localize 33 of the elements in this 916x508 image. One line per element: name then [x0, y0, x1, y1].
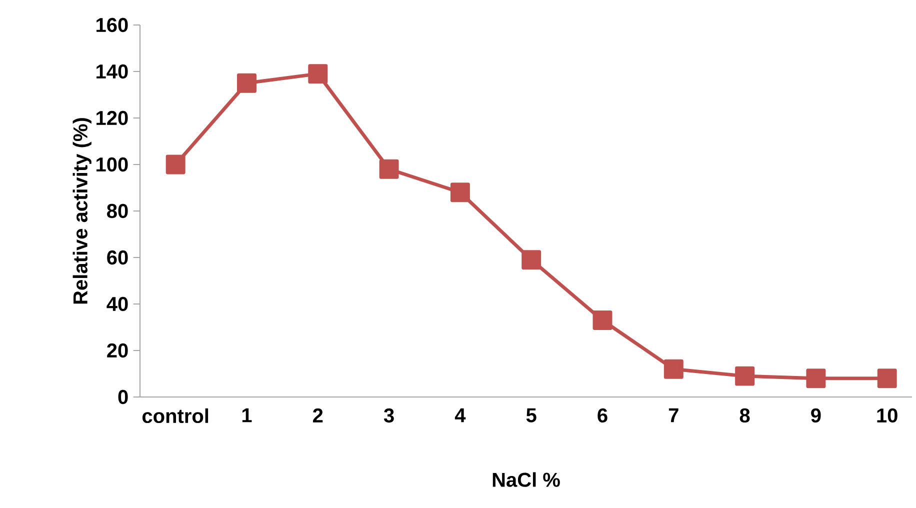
point: [806, 368, 826, 388]
y-tick-label: 60: [107, 250, 128, 265]
point: [735, 366, 755, 386]
y-tick-label: 80: [107, 204, 128, 218]
point: [877, 368, 897, 388]
point: [308, 64, 328, 84]
x-tick-label: 7: [668, 408, 678, 422]
y-tick-label: 0: [118, 390, 128, 404]
x-tick-label: 4: [454, 408, 466, 422]
x-tick-label: 10: [877, 408, 898, 423]
point: [522, 250, 542, 270]
y-tick-label: 120: [96, 110, 128, 126]
y-tick-label: 40: [106, 296, 128, 312]
x-tick-label: 1: [242, 408, 252, 422]
y-tick-label: 20: [107, 343, 128, 358]
point: [450, 182, 470, 202]
point: [664, 359, 684, 379]
x-axis-title: NaCl %: [492, 472, 560, 487]
x-tick-label: 6: [598, 408, 608, 423]
y-axis-title: Relative activity (%): [72, 118, 92, 304]
y-tick-label: 160: [96, 18, 128, 32]
point: [592, 310, 612, 330]
y-tick-label: 140: [96, 64, 128, 79]
point: [237, 73, 256, 93]
point: [379, 159, 399, 179]
x-tick-label: control: [142, 408, 208, 424]
x-tick-label: 5: [526, 408, 536, 422]
x-tick-label: 2: [313, 408, 323, 422]
y-tick-label: 100: [96, 157, 128, 172]
x-tick-label: 9: [811, 408, 821, 423]
x-tick-label: 3: [384, 408, 394, 423]
point: [166, 154, 186, 174]
x-tick-label: 8: [740, 408, 750, 423]
